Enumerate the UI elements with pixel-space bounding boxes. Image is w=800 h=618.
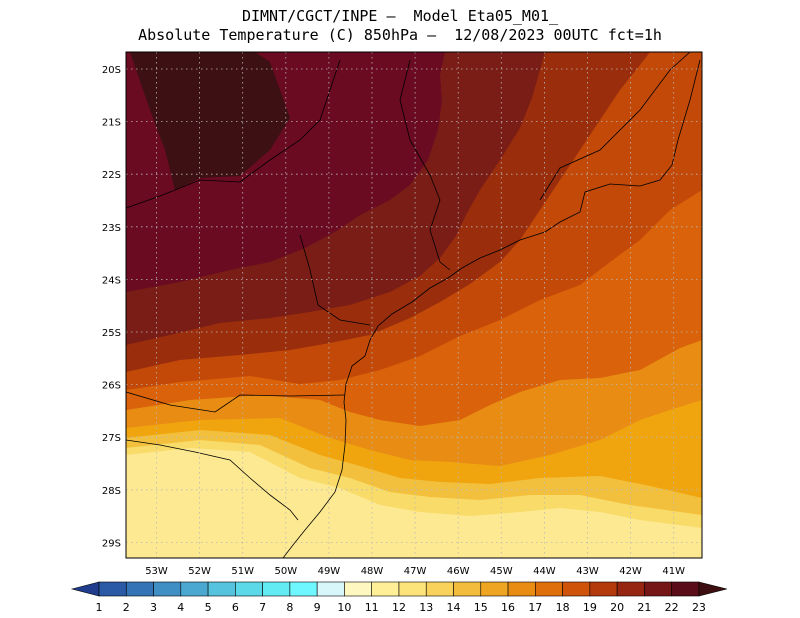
lon-label: 41W (662, 566, 685, 577)
colorbar-swatch (453, 581, 482, 597)
lat-label: 29S (102, 538, 121, 549)
colorbar-label: 12 (392, 601, 406, 614)
colorbar-label: 7 (259, 601, 266, 614)
colorbar-swatch (535, 581, 563, 597)
colorbar-label: 4 (177, 601, 184, 614)
lon-label: 45W (490, 566, 513, 577)
lat-label: 26S (102, 381, 121, 392)
colorbar-label: 23 (692, 601, 706, 614)
lon-label: 52W (188, 566, 211, 577)
lat-label: 23S (102, 223, 121, 234)
colorbar-label: 10 (337, 601, 351, 614)
colorbar-label: 3 (150, 601, 157, 614)
colorbar-label: 2 (123, 601, 130, 614)
colorbar-swatch (371, 581, 400, 597)
colorbar-swatch (289, 581, 318, 597)
colorbar-label: 17 (528, 601, 542, 614)
state-border-1 (399, 59, 451, 271)
lon-label: 46W (447, 566, 470, 577)
colorbar-swatch (589, 581, 618, 597)
lon-label: 48W (361, 566, 384, 577)
colorbar-label: 16 (501, 601, 515, 614)
state-border-4 (126, 391, 346, 413)
colorbar-label: 11 (365, 601, 379, 614)
colorbar (70, 581, 728, 597)
lon-label: 47W (404, 566, 427, 577)
coastline-and-borders (126, 52, 701, 558)
colorbar-label: 19 (583, 601, 597, 614)
longitude-labels: 53W 52W 51W 50W 49W 48W 47W 46W 45W 44W 43W 42W 41W (145, 566, 685, 577)
colorbar-label: 18 (556, 601, 570, 614)
state-border-5 (126, 439, 299, 521)
colorbar-swatch (125, 581, 154, 597)
colorbar-label: 22 (665, 601, 679, 614)
colorbar-swatch (562, 581, 591, 597)
lat-label: 25S (102, 328, 121, 339)
lon-label: 43W (576, 566, 599, 577)
colorbar-swatch (153, 581, 182, 597)
state-border-3 (299, 234, 371, 326)
colorbar-swatch (616, 581, 645, 597)
colorbar-swatch (425, 581, 454, 597)
colorbar-label: 9 (314, 601, 321, 614)
lon-label: 50W (274, 566, 297, 577)
colorbar-swatch (262, 581, 291, 597)
colorbar-swatch (180, 581, 209, 597)
temperature-field (126, 52, 702, 558)
lat-label: 21S (102, 118, 121, 129)
lon-label: 53W (145, 566, 168, 577)
lat-label: 22S (102, 170, 121, 181)
colorbar-swatch (398, 581, 427, 597)
colorbar-swatch (316, 581, 345, 597)
colorbar-label: 15 (474, 601, 488, 614)
title-line-1: DIMNT/CGCT/INPE — Model Eta05_M01_ (241, 7, 559, 25)
lon-label: 49W (318, 566, 341, 577)
lon-label: 44W (533, 566, 556, 577)
lat-label: 28S (102, 486, 121, 497)
colorbar-swatch (644, 581, 672, 597)
colorbar-label: 8 (286, 601, 293, 614)
colorbar-high-arrow (698, 581, 728, 597)
colorbar-swatch (98, 581, 127, 597)
lon-label: 51W (231, 566, 254, 577)
colorbar-swatch (207, 581, 236, 597)
colorbar-labels: 1 2 3 4 5 6 7 8 9 10 11 12 13 14 15 16 17 18 19 20 21 22 23 (96, 601, 706, 614)
colorbar-label: 13 (419, 601, 433, 614)
lon-label: 42W (619, 566, 642, 577)
colorbar-low-arrow (70, 581, 100, 597)
state-border-2 (126, 59, 341, 209)
colorbar-label: 5 (205, 601, 212, 614)
colorbar-label: 1 (96, 601, 103, 614)
plot-frame (125, 51, 703, 559)
latitude-labels: 20S 21S 22S 23S 24S 25S 26S 27S 28S 29S (102, 65, 121, 549)
lat-label: 24S (102, 275, 121, 286)
title-line-2: Absolute Temperature (C) 850hPa — 12/08/… (138, 26, 662, 44)
graticule (126, 52, 702, 558)
colorbar-swatch (671, 581, 700, 597)
colorbar-label: 6 (232, 601, 239, 614)
colorbar-label: 21 (637, 601, 651, 614)
colorbar-label: 20 (610, 601, 624, 614)
lat-label: 20S (102, 65, 121, 76)
colorbar-swatch (344, 581, 372, 597)
zone-23 (130, 52, 290, 190)
colorbar-swatch (480, 581, 509, 597)
coastline (282, 59, 701, 558)
colorbar-swatch (235, 581, 263, 597)
lat-label: 27S (102, 433, 121, 444)
colorbar-label: 14 (447, 601, 461, 614)
colorbar-swatch (507, 581, 536, 597)
